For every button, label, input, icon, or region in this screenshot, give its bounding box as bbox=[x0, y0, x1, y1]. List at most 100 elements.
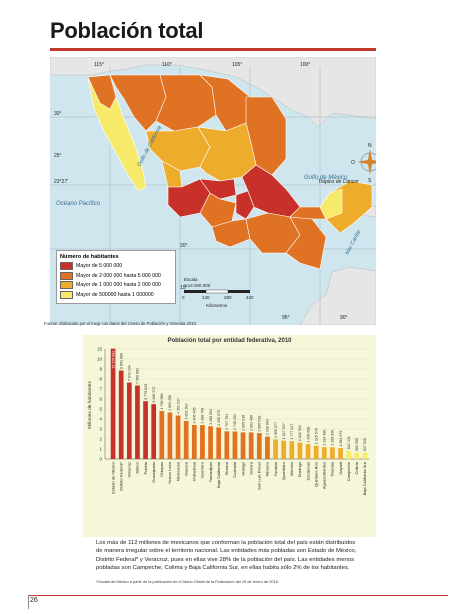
footnote: *Ciudad de México a partir de la publica… bbox=[96, 579, 279, 584]
category-label: Nayarit bbox=[338, 461, 343, 475]
y-tick-label: 6 bbox=[99, 397, 102, 402]
legend-title: Número de habitantes bbox=[60, 254, 119, 260]
central-america-land bbox=[299, 266, 376, 325]
bar bbox=[281, 440, 287, 459]
tropic-label: Trópico de Cáncer bbox=[318, 179, 359, 185]
bar bbox=[265, 436, 270, 459]
legend-label: Mayor de 5 000 000 bbox=[76, 263, 123, 269]
bar bbox=[159, 411, 165, 459]
lat-label: 30° bbox=[54, 111, 62, 117]
legend-swatch bbox=[60, 262, 73, 270]
y-tick-label: 8 bbox=[99, 377, 102, 382]
category-label: Michoacán bbox=[175, 462, 180, 481]
bar bbox=[200, 425, 205, 459]
category-label: San Luis Potosí bbox=[257, 461, 262, 490]
y-tick-label: 10 bbox=[97, 357, 103, 362]
category-label: Jalisco bbox=[135, 461, 140, 474]
bar bbox=[183, 420, 189, 459]
bar bbox=[289, 441, 295, 459]
bar bbox=[248, 432, 254, 459]
region-baja-california bbox=[87, 74, 117, 110]
population-chart: 0 1 2 3 4 5 6 7 8 9 10 15 Millones de habitantes 15 1… bbox=[83, 335, 376, 537]
bar-value-label: 15 175 862 bbox=[111, 351, 115, 369]
region-campeche bbox=[319, 188, 343, 220]
scale-ratio: 1:14 000 000 bbox=[184, 283, 211, 288]
bar bbox=[151, 404, 157, 459]
scale-tick: 280 bbox=[224, 295, 232, 300]
category-label: Quintana Roo bbox=[313, 461, 318, 486]
bar bbox=[297, 442, 303, 459]
legend-item: Mayor de 5 000 000 bbox=[60, 262, 172, 270]
category-label: Nuevo León bbox=[167, 462, 172, 484]
y-tick-label: 15 bbox=[97, 347, 103, 352]
bar bbox=[216, 427, 222, 459]
category-label: Zacatecas bbox=[305, 462, 310, 480]
bar bbox=[175, 415, 181, 459]
category-label: Aguascalientes bbox=[322, 462, 327, 489]
gulf-mexico-label: Golfo de México bbox=[304, 175, 348, 181]
legend-item: Mayor de 500000 hasta 1 000000 bbox=[60, 290, 172, 299]
bar-value-label: 5 779 829 bbox=[144, 384, 148, 400]
bar-value-label: 7 350 682 bbox=[136, 368, 140, 384]
bar-value-label: 2 238 603 bbox=[266, 419, 270, 435]
bar-value-label: 2 662 480 bbox=[249, 415, 253, 431]
bar-value-label: 3 268 554 bbox=[209, 409, 213, 425]
bar-value-label: 2 585 518 bbox=[258, 416, 262, 432]
bar-value-label: 3 388 768 bbox=[201, 408, 205, 424]
legend-swatch bbox=[60, 290, 73, 299]
category-label: Tlaxcala bbox=[330, 461, 335, 477]
bar-value-label: 650 555 bbox=[355, 438, 359, 451]
page-number: 26 bbox=[30, 597, 38, 604]
bar bbox=[208, 426, 213, 459]
compass-s: S bbox=[368, 178, 372, 184]
legend-label: Mayor de 1 000 000 hasta 2 000 000 bbox=[76, 282, 161, 288]
y-tick-label: 9 bbox=[99, 367, 102, 372]
bar bbox=[110, 348, 116, 459]
scale-tick: 420 bbox=[246, 295, 254, 300]
y-tick-label: 2 bbox=[99, 437, 102, 442]
bar bbox=[321, 447, 327, 459]
category-label: Guerrero bbox=[200, 461, 205, 478]
lon-label: 95° bbox=[282, 315, 290, 321]
bar bbox=[256, 433, 262, 459]
page-title: Población total bbox=[50, 18, 204, 43]
bar-value-label: 1 325 578 bbox=[314, 428, 318, 444]
bar bbox=[354, 452, 360, 459]
scale-unit: Kilómetros bbox=[206, 303, 228, 308]
compass-rose-icon bbox=[357, 149, 376, 175]
bar bbox=[191, 424, 197, 459]
page-footer-rule bbox=[28, 595, 448, 596]
bar-value-label: 2 748 391 bbox=[233, 414, 237, 430]
category-label: Baja California bbox=[216, 461, 221, 488]
category-label: Campeche bbox=[346, 461, 351, 481]
category-label: Tamaulipas bbox=[208, 462, 213, 482]
bar-chart-svg: 0 1 2 3 4 5 6 7 8 9 10 15 Millones de habitantes 15 1… bbox=[87, 347, 369, 495]
bar bbox=[362, 452, 368, 459]
category-label: Coahuila bbox=[232, 461, 237, 478]
category-label: Colima bbox=[354, 461, 359, 474]
y-tick-label: 0 bbox=[99, 457, 102, 462]
bar-value-label: 4 653 458 bbox=[168, 395, 172, 411]
bar-value-label: 637 026 bbox=[363, 438, 367, 451]
scale-tick: 140 bbox=[202, 295, 210, 300]
category-label: Sonora bbox=[248, 461, 253, 475]
bar bbox=[118, 370, 124, 459]
bar-value-label: 1 777 227 bbox=[290, 424, 294, 440]
bar-value-label: 822 441 bbox=[347, 436, 351, 449]
title-underline bbox=[50, 48, 376, 51]
bar bbox=[305, 444, 311, 459]
bar-value-label: 8 851 080 bbox=[119, 353, 123, 369]
bar bbox=[273, 439, 278, 459]
chart-title: Población total por entidad federativa, … bbox=[167, 338, 292, 344]
bar bbox=[338, 448, 343, 459]
category-label: Distrito Federal* bbox=[118, 462, 123, 491]
lon-label: 90° bbox=[340, 315, 348, 321]
tropic-degree-label: 23°27' bbox=[54, 179, 68, 185]
category-label: Baja California Sur bbox=[362, 461, 367, 495]
category-label: Tabasco bbox=[265, 461, 270, 477]
bar-value-label: 2 665 018 bbox=[241, 415, 245, 431]
bar bbox=[224, 431, 230, 459]
bar-value-label: 7 643 194 bbox=[128, 365, 132, 381]
bar-value-label: 1 632 934 bbox=[298, 425, 302, 441]
description-paragraph: Los más de 112 millones de mexicanos que… bbox=[96, 540, 357, 571]
